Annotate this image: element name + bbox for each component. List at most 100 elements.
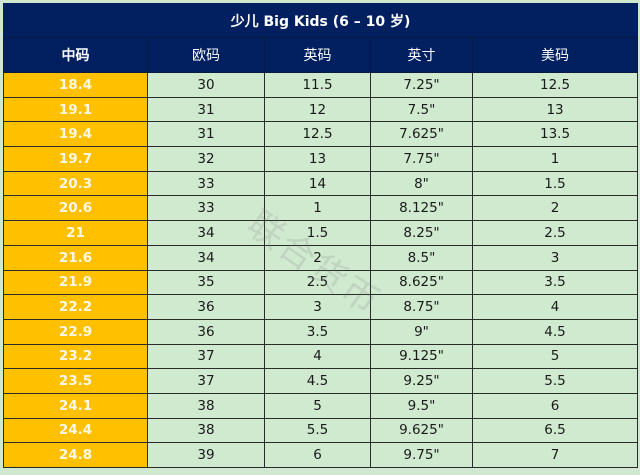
table-row: 20.6 33 1 8.125" 2 bbox=[3, 195, 639, 222]
cell-inches: 8.5" bbox=[370, 244, 473, 271]
table-row: 19.4 31 12.5 7.625" 13.5 bbox=[3, 121, 639, 148]
cell-inches: 8.25" bbox=[370, 220, 473, 246]
cell-us-size: 3.5 bbox=[471, 269, 639, 296]
cell-cn-size: 19.1 bbox=[3, 96, 148, 123]
cell-us-size: 7 bbox=[471, 442, 639, 468]
cell-uk-size: 4 bbox=[264, 343, 371, 370]
cell-uk-size: 11.5 bbox=[264, 72, 371, 98]
cell-cn-size: 23.5 bbox=[3, 368, 148, 394]
cell-us-size: 6.5 bbox=[471, 417, 639, 444]
cell-eu-size: 37 bbox=[147, 343, 265, 370]
cell-eu-size: 34 bbox=[147, 220, 265, 246]
cell-uk-size: 2 bbox=[264, 244, 371, 271]
cell-us-size: 2 bbox=[471, 195, 639, 222]
header-eu-size: 欧码 bbox=[147, 37, 265, 73]
size-chart: 少儿 Big Kids (6 – 10 岁) 中码 欧码 英码 英寸 美码 18… bbox=[2, 3, 639, 471]
cell-us-size: 1.5 bbox=[471, 170, 639, 197]
cell-cn-size: 22.2 bbox=[3, 294, 148, 320]
header-us-size: 美码 bbox=[471, 37, 639, 73]
cell-uk-size: 5.5 bbox=[264, 417, 371, 444]
cell-us-size: 3 bbox=[471, 244, 639, 271]
cell-inches: 8" bbox=[370, 170, 473, 197]
cell-eu-size: 36 bbox=[147, 318, 265, 345]
table-row: 20.3 33 14 8" 1.5 bbox=[3, 170, 639, 197]
cell-cn-size: 24.4 bbox=[3, 417, 148, 444]
cell-inches: 9.25" bbox=[370, 368, 473, 394]
cell-us-size: 2.5 bbox=[471, 220, 639, 246]
cell-inches: 9.125" bbox=[370, 343, 473, 370]
table-title: 少儿 Big Kids (6 – 10 岁) bbox=[2, 3, 639, 38]
cell-us-size: 1 bbox=[471, 146, 639, 172]
table-row: 21.6 34 2 8.5" 3 bbox=[3, 244, 639, 271]
header-cn-size: 中码 bbox=[3, 37, 148, 73]
cell-us-size: 13.5 bbox=[471, 121, 639, 148]
table-row: 23.2 37 4 9.125" 5 bbox=[3, 343, 639, 370]
header-row: 中码 欧码 英码 英寸 美码 bbox=[3, 37, 639, 73]
cell-uk-size: 14 bbox=[264, 170, 371, 197]
cell-inches: 7.5" bbox=[370, 96, 473, 123]
cell-cn-size: 19.4 bbox=[3, 121, 148, 148]
cell-cn-size: 24.8 bbox=[3, 442, 148, 468]
cell-uk-size: 3.5 bbox=[264, 318, 371, 345]
cell-eu-size: 38 bbox=[147, 392, 265, 419]
cell-us-size: 12.5 bbox=[471, 72, 639, 98]
cell-us-size: 4.5 bbox=[471, 318, 639, 345]
cell-eu-size: 37 bbox=[147, 368, 265, 394]
size-table: 少儿 Big Kids (6 – 10 岁) 中码 欧码 英码 英寸 美码 18… bbox=[2, 3, 639, 468]
table-row: 22.9 36 3.5 9" 4.5 bbox=[3, 318, 639, 345]
cell-eu-size: 31 bbox=[147, 96, 265, 123]
table-row: 21.9 35 2.5 8.625" 3.5 bbox=[3, 269, 639, 296]
title-row: 少儿 Big Kids (6 – 10 岁) bbox=[2, 3, 639, 38]
cell-inches: 9.625" bbox=[370, 417, 473, 444]
cell-us-size: 5 bbox=[471, 343, 639, 370]
cell-cn-size: 20.6 bbox=[3, 195, 148, 222]
table-row: 19.1 31 12 7.5" 13 bbox=[3, 96, 639, 123]
cell-eu-size: 36 bbox=[147, 294, 265, 320]
cell-cn-size: 20.3 bbox=[3, 170, 148, 197]
cell-uk-size: 5 bbox=[264, 392, 371, 419]
cell-us-size: 4 bbox=[471, 294, 639, 320]
cell-cn-size: 21 bbox=[3, 220, 148, 246]
cell-inches: 7.625" bbox=[370, 121, 473, 148]
cell-cn-size: 22.9 bbox=[3, 318, 148, 345]
cell-uk-size: 12 bbox=[264, 96, 371, 123]
table-row: 24.4 38 5.5 9.625" 6.5 bbox=[3, 417, 639, 444]
cell-inches: 7.25" bbox=[370, 72, 473, 98]
cell-inches: 8.125" bbox=[370, 195, 473, 222]
cell-uk-size: 3 bbox=[264, 294, 371, 320]
cell-inches: 9.5" bbox=[370, 392, 473, 419]
cell-eu-size: 39 bbox=[147, 442, 265, 468]
cell-eu-size: 30 bbox=[147, 72, 265, 98]
cell-eu-size: 35 bbox=[147, 269, 265, 296]
cell-uk-size: 1.5 bbox=[264, 220, 371, 246]
cell-inches: 7.75" bbox=[370, 146, 473, 172]
cell-uk-size: 2.5 bbox=[264, 269, 371, 296]
cell-eu-size: 31 bbox=[147, 121, 265, 148]
table-row: 23.5 37 4.5 9.25" 5.5 bbox=[3, 368, 639, 394]
table-body: 18.4 30 11.5 7.25" 12.5 19.1 31 12 7.5" 13 19.4 31 1… bbox=[3, 72, 639, 468]
cell-inches: 8.75" bbox=[370, 294, 473, 320]
cell-us-size: 5.5 bbox=[471, 368, 639, 394]
table-row: 24.8 39 6 9.75" 7 bbox=[3, 442, 639, 468]
cell-eu-size: 38 bbox=[147, 417, 265, 444]
table-row: 21 34 1.5 8.25" 2.5 bbox=[3, 220, 639, 246]
table-row: 19.7 32 13 7.75" 1 bbox=[3, 146, 639, 172]
cell-cn-size: 19.7 bbox=[3, 146, 148, 172]
table-row: 22.2 36 3 8.75" 4 bbox=[3, 294, 639, 320]
cell-us-size: 13 bbox=[471, 96, 639, 123]
cell-eu-size: 34 bbox=[147, 244, 265, 271]
header-inches: 英寸 bbox=[370, 37, 473, 73]
cell-cn-size: 24.1 bbox=[3, 392, 148, 419]
table-row: 24.1 38 5 9.5" 6 bbox=[3, 392, 639, 419]
cell-inches: 9" bbox=[370, 318, 473, 345]
cell-cn-size: 23.2 bbox=[3, 343, 148, 370]
cell-uk-size: 13 bbox=[264, 146, 371, 172]
cell-uk-size: 4.5 bbox=[264, 368, 371, 394]
cell-eu-size: 33 bbox=[147, 195, 265, 222]
cell-eu-size: 33 bbox=[147, 170, 265, 197]
cell-us-size: 6 bbox=[471, 392, 639, 419]
cell-cn-size: 21.9 bbox=[3, 269, 148, 296]
cell-inches: 9.75" bbox=[370, 442, 473, 468]
cell-cn-size: 21.6 bbox=[3, 244, 148, 271]
cell-cn-size: 18.4 bbox=[3, 72, 148, 98]
